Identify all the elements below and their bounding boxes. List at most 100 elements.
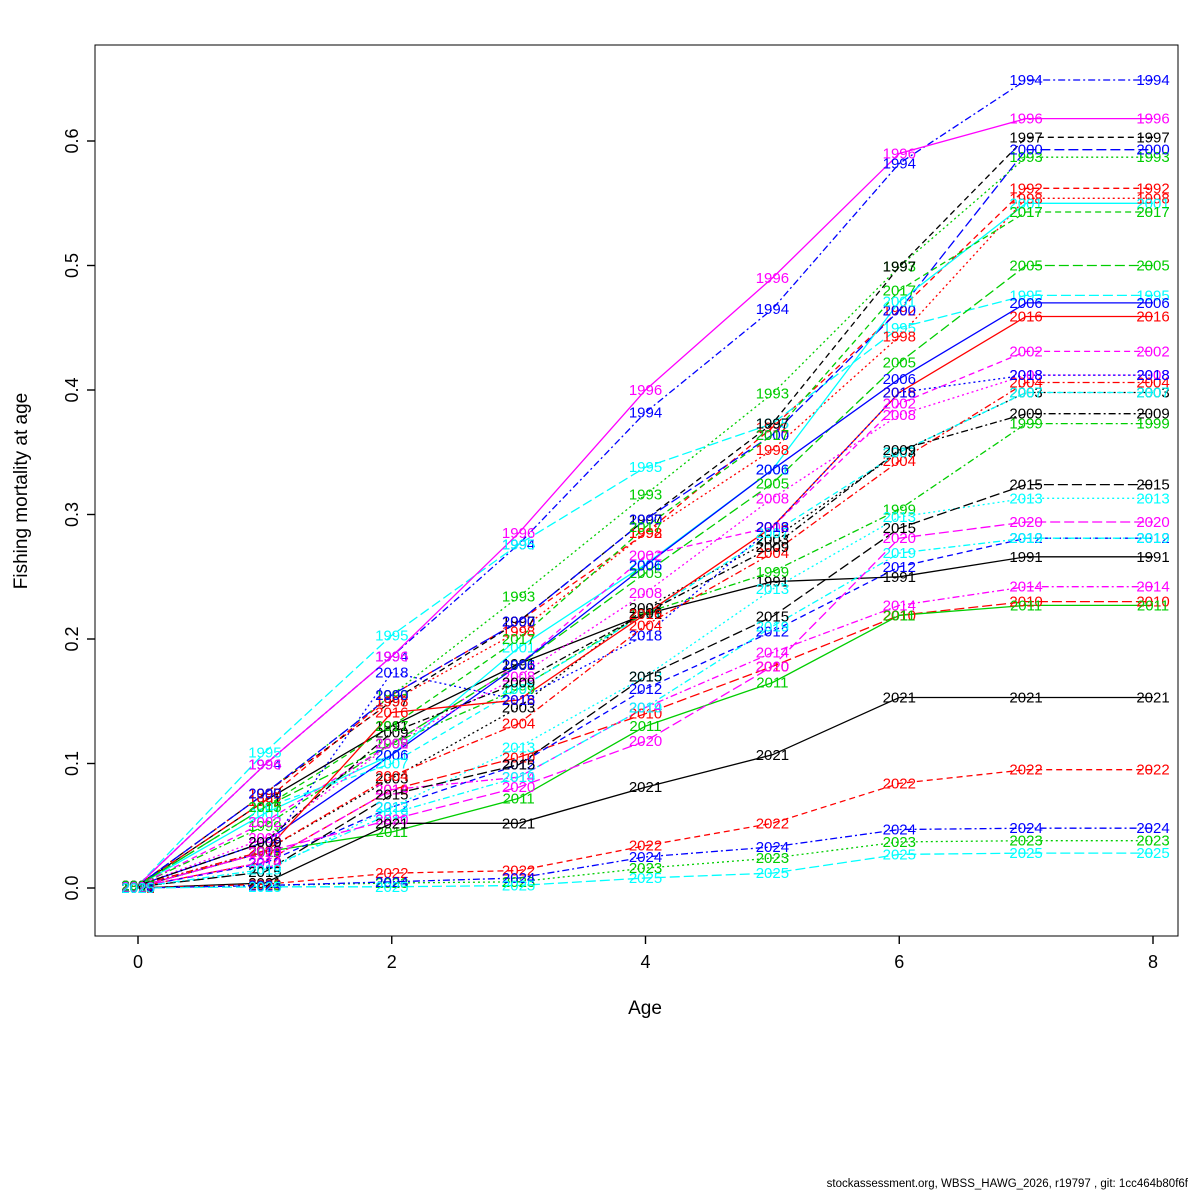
series-point-label-1997: 1997 (629, 512, 662, 529)
series-point-label-2023: 2023 (883, 834, 916, 851)
series-line-2019 (137, 537, 1153, 888)
series-point-label-2016: 2016 (756, 519, 789, 536)
series-point-label-2005: 2005 (756, 475, 789, 492)
series-point-label-2021: 2021 (883, 690, 916, 707)
series-point-label-2003: 2003 (375, 770, 408, 787)
series-point-label-2021: 2021 (1136, 690, 1169, 707)
series-line-2021 (137, 696, 1153, 889)
series-point-label-2013: 2013 (502, 739, 535, 756)
series-point-label-1991: 1991 (1009, 549, 1042, 566)
series-point-label-1993: 1993 (1009, 149, 1042, 166)
series-point-label-2017: 2017 (883, 282, 916, 299)
series-line-2015 (137, 483, 1153, 888)
series-point-label-1994: 1994 (756, 301, 789, 318)
series-point-label-1992: 1992 (883, 302, 916, 319)
series-point-label-2021: 2021 (1009, 690, 1042, 707)
series-point-label-2015: 2015 (248, 864, 281, 881)
series-point-label-2003: 2003 (121, 878, 154, 895)
series-line-2024 (137, 827, 1153, 889)
series-point-label-2023: 2023 (375, 875, 408, 892)
series-point-label-2019: 2019 (629, 700, 662, 717)
series-point-label-2020: 2020 (883, 530, 916, 547)
series-point-label-1991: 1991 (502, 656, 535, 673)
series-point-label-1991: 1991 (629, 606, 662, 623)
series-point-label-1995: 1995 (756, 416, 789, 433)
series-point-label-2007: 2007 (883, 444, 916, 461)
series-point-label-2014: 2014 (756, 645, 789, 662)
series-point-label-1997: 1997 (883, 259, 916, 276)
series-point-label-1995: 1995 (248, 744, 281, 761)
series-point-label-1999: 1999 (1136, 416, 1169, 433)
series-point-label-2014: 2014 (883, 597, 916, 614)
series-point-label-2009: 2009 (375, 724, 408, 741)
series-point-label-2025: 2025 (121, 880, 154, 897)
series-point-label-2013: 2013 (375, 799, 408, 816)
series-point-label-2010: 2010 (883, 607, 916, 624)
series-point-label-1999: 1999 (1009, 416, 1042, 433)
series-point-label-1999: 1999 (756, 564, 789, 581)
series-point-label-2024: 2024 (1009, 820, 1042, 837)
series-point-label-2019: 2019 (375, 805, 408, 822)
series-point-label-2023: 2023 (1136, 833, 1169, 850)
series-point-label-2017: 2017 (502, 631, 535, 648)
y-tick-label: 0.2 (62, 626, 82, 651)
series-point-label-2000: 2000 (248, 785, 281, 802)
series-point-label-1998: 1998 (248, 785, 281, 802)
series-point-label-1999: 1999 (883, 502, 916, 519)
series-point-label-2010: 2010 (629, 706, 662, 723)
series-point-label-2016: 2016 (502, 692, 535, 709)
series-point-label-2006: 2006 (629, 558, 662, 575)
series-point-label-2007: 2007 (502, 681, 535, 698)
series-point-label-1996: 1996 (1136, 111, 1169, 128)
series-point-label-2016: 2016 (1136, 309, 1169, 326)
series-point-label-2012: 2012 (1009, 530, 1042, 547)
series-point-label-2012: 2012 (502, 757, 535, 774)
series-point-label-2015: 2015 (1009, 477, 1042, 494)
series-point-label-2011: 2011 (1137, 597, 1169, 614)
series-point-label-1998: 1998 (375, 693, 408, 710)
series-point-label-2011: 2011 (376, 824, 408, 841)
series-point-label-2003: 2003 (1136, 385, 1169, 402)
series-point-label-2007: 2007 (121, 878, 154, 895)
series-point-label-2014: 2014 (502, 769, 535, 786)
series-point-label-1998: 1998 (1009, 190, 1042, 207)
series-point-label-1996: 1996 (375, 648, 408, 665)
series-point-label-1999: 1999 (121, 878, 154, 895)
series-point-label-2002: 2002 (883, 396, 916, 413)
series-point-label-2022: 2022 (1009, 762, 1042, 779)
series-point-label-2022: 2022 (121, 880, 154, 897)
series-line-2022 (137, 769, 1153, 889)
series-point-label-2006: 2006 (756, 462, 789, 479)
series-point-label-1992: 1992 (1009, 180, 1042, 197)
series-point-label-2005: 2005 (1009, 258, 1042, 275)
series-point-label-2020: 2020 (1136, 514, 1169, 531)
series-point-label-2003: 2003 (248, 843, 281, 860)
series-point-label-2016: 2016 (629, 606, 662, 623)
series-point-label-2001: 2001 (883, 294, 916, 311)
series-point-label-1995: 1995 (629, 459, 662, 476)
series-point-label-2007: 2007 (629, 606, 662, 623)
series-point-label-2014: 2014 (1136, 579, 1169, 596)
series-point-label-1993: 1993 (502, 589, 535, 606)
series-point-label-2004: 2004 (629, 617, 662, 634)
series-point-label-1994: 1994 (375, 648, 408, 665)
series-point-label-2008: 2008 (502, 668, 535, 685)
series-point-label-2024: 2024 (248, 878, 281, 895)
series-point-label-2014: 2014 (629, 700, 662, 717)
series-point-label-2005: 2005 (502, 657, 535, 674)
series-point-label-2015: 2015 (883, 520, 916, 537)
series-point-label-2022: 2022 (248, 876, 281, 893)
series-point-label-2007: 2007 (756, 525, 789, 542)
series-point-label-2010: 2010 (121, 879, 154, 896)
series-point-label-2007: 2007 (1136, 385, 1169, 402)
series-point-label-2018: 2018 (883, 385, 916, 402)
series-point-label-2015: 2015 (375, 787, 408, 804)
series-point-label-1995: 1995 (375, 627, 408, 644)
series-line-2014 (137, 586, 1153, 888)
series-point-label-2020: 2020 (375, 812, 408, 829)
series-point-label-2007: 2007 (248, 799, 281, 816)
series-point-label-2025: 2025 (883, 846, 916, 863)
series-point-label-1997: 1997 (1136, 129, 1169, 146)
series-point-label-2019: 2019 (248, 861, 281, 878)
series-point-label-1995: 1995 (883, 320, 916, 337)
